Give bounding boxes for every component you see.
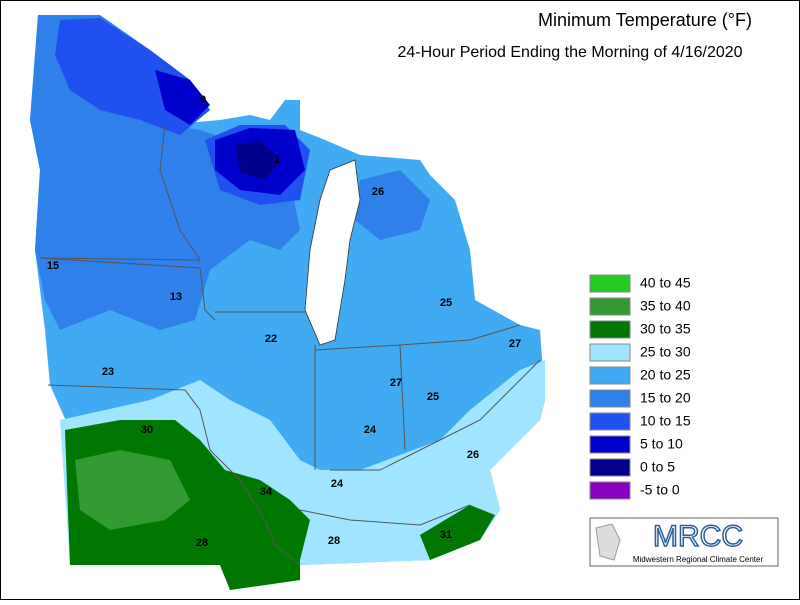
- legend-label: 20 to 25: [640, 367, 691, 383]
- logo-name: MRCC: [653, 520, 743, 553]
- station-label: 31: [440, 529, 452, 541]
- station-label: 24: [331, 478, 344, 490]
- station-label: 25: [427, 391, 439, 403]
- station-label: 26: [467, 449, 479, 461]
- legend-label: 15 to 20: [640, 390, 691, 406]
- station-label: 25: [440, 297, 452, 309]
- legend-label: 40 to 45: [640, 275, 691, 291]
- legend-swatch: [589, 366, 631, 385]
- legend-swatch: [589, 320, 631, 339]
- legend: 40 to 45 35 to 40 30 to 35 25 to 30 20 to 25…: [589, 274, 691, 500]
- logo: MRCC Midwestern Regional Climate Center: [589, 517, 779, 567]
- logo-icon: [595, 523, 621, 561]
- station-label: 30: [141, 424, 153, 436]
- legend-label: 0 to 5: [640, 459, 675, 475]
- title: Minimum Temperature (°F): [538, 10, 752, 30]
- station-label: 9: [200, 94, 206, 106]
- logo-caption: Midwestern Regional Climate Center: [633, 555, 764, 564]
- station-label: 34: [260, 486, 273, 498]
- station-label: 15: [47, 260, 59, 272]
- legend-swatch: [589, 297, 631, 316]
- legend-label: 35 to 40: [640, 298, 691, 314]
- station-label: 1: [274, 154, 280, 166]
- legend-label: 5 to 10: [640, 436, 683, 452]
- legend-swatch: [589, 412, 631, 431]
- station-label: 24: [364, 424, 377, 436]
- legend-label: 10 to 15: [640, 413, 691, 429]
- station-label: 28: [196, 537, 208, 549]
- station-label: 27: [390, 377, 402, 389]
- legend-swatch: [589, 274, 631, 293]
- legend-label: -5 to 0: [640, 482, 680, 498]
- station-label: 13: [170, 291, 182, 303]
- logo-box: [589, 517, 779, 567]
- station-labels: 9 1 26 15 13 25 22 27 27 23 25 30 24 26 34 24 28 28 31: [47, 94, 521, 549]
- station-label: 23: [102, 366, 114, 378]
- legend-label: 25 to 30: [640, 344, 691, 360]
- legend-swatch: [589, 389, 631, 408]
- legend-swatch: [589, 481, 631, 500]
- station-label: 28: [328, 535, 340, 547]
- station-label: 22: [265, 333, 277, 345]
- legend-swatch: [589, 435, 631, 454]
- temperature-fill: [30, 15, 545, 590]
- lakes: [304, 159, 361, 346]
- station-label: 26: [372, 186, 384, 198]
- state-borders: [39, 124, 541, 566]
- legend-swatch: [589, 458, 631, 477]
- station-label: 27: [509, 338, 521, 350]
- legend-label: 30 to 35: [640, 321, 691, 337]
- legend-swatch: [589, 343, 631, 362]
- subtitle: 24-Hour Period Ending the Morning of 4/1…: [397, 44, 742, 61]
